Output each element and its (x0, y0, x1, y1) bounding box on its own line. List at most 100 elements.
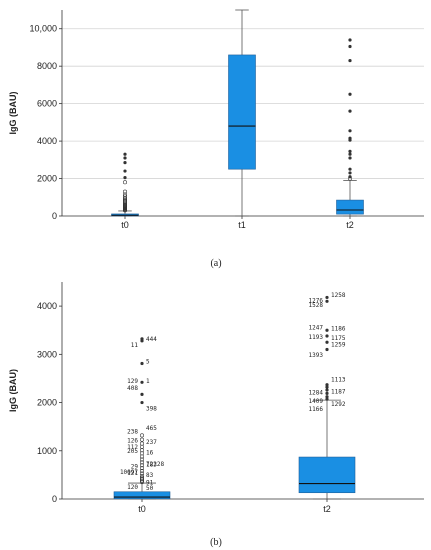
outlier-b-t2-3 (325, 388, 329, 392)
panel-a-chart: 0 2000 4000 6000 8000 10,000 IgG (BAU) t0 t1 t2 (8, 9, 424, 230)
outlier-label-b-t0-3: 129 (127, 378, 138, 385)
xtick-label-a-t0: t0 (121, 220, 129, 230)
outlier-label-b-t0-10: 237 (146, 439, 157, 446)
outlier-a-t2-1 (348, 175, 352, 179)
outlier-label-b-t0-1: 11 (131, 342, 139, 349)
outlier-b-t2-0 (325, 397, 329, 401)
outlier-label-b-t0-6: 398 (146, 405, 157, 412)
outlier-a-t2-8 (348, 136, 352, 140)
outlier-b-t0-9 (140, 460, 145, 465)
outlier-label-b-t2-35: 1409 (309, 398, 324, 405)
outlier-b-t0-15 (140, 441, 145, 446)
outlier-a-t0-20 (123, 176, 127, 180)
outlier-a-t2-5 (348, 152, 352, 156)
outlier-b-t0-12 (140, 451, 145, 456)
y-axis-label-a: IgG (BAU) (8, 92, 18, 135)
caption-b: (b) (210, 537, 222, 548)
xtick-label-a-t1: t1 (238, 220, 246, 230)
outlier-label-b-t0-18: 83 (146, 472, 154, 479)
outlier-a-t0-15 (123, 196, 128, 201)
outlier-label-b-t0-13: 205 (127, 448, 138, 455)
outlier-b-t2-8 (325, 334, 329, 338)
outlier-a-t2-6 (348, 149, 352, 153)
xtick-label-b-t2: t2 (323, 504, 331, 514)
outlier-a-t0-21 (123, 169, 127, 173)
xtick-label-a-t2: t2 (346, 220, 354, 230)
outlier-b-t0-0 (140, 480, 145, 485)
outlier-label-b-t0-4: 1 (146, 378, 150, 385)
outlier-label-b-t2-32: 1113 (331, 376, 346, 383)
ytick-label-b-1: 1000 (37, 446, 57, 456)
outlier-a-t0-24 (123, 152, 127, 156)
outlier-b-t0-23 (140, 337, 144, 341)
outlier-label-b-t0-8: 465 (146, 425, 157, 432)
outlier-b-t0-5 (140, 471, 145, 476)
ytick-label-b-0: 0 (52, 494, 57, 504)
outlier-b-t0-21 (140, 361, 144, 366)
outlier-label-b-t2-36: 1292 (331, 401, 346, 408)
outlier-a-t0-23 (123, 156, 127, 160)
box-b-t0 (113, 491, 171, 500)
outlier-label-b-t2-27: 1247 (309, 324, 324, 331)
outlier-b-t0-10 (140, 457, 145, 462)
outlier-b-t2-7 (325, 340, 329, 344)
outlier-label-b-t0-22: 50 (146, 485, 154, 492)
outlier-b-t0-19 (140, 392, 144, 396)
outlier-a-t2-10 (348, 109, 352, 113)
ytick-label-b-3: 3000 (37, 349, 57, 359)
outlier-label-b-t2-28: 1175 (331, 335, 346, 342)
outlier-b-t0-14 (140, 444, 145, 449)
outlier-label-b-t0-12: 16 (146, 450, 154, 457)
outlier-label-b-t0-9: 126 (127, 438, 138, 445)
outlier-label-b-t0-11: 112 (127, 444, 138, 451)
ytick-label-a-1: 2000 (37, 174, 57, 184)
outlier-a-t0-13 (123, 198, 128, 203)
caption-a: (a) (210, 258, 221, 269)
outlier-label-b-t2-29: 1193 (309, 334, 324, 341)
outlier-b-t0-7 (140, 466, 145, 471)
outlier-label-b-t0-14: 183 (146, 461, 157, 468)
outlier-label-b-t0-16: 72228 (146, 461, 164, 468)
outlier-label-b-t0-2: 5 (146, 359, 150, 366)
ytick-label-b-2: 2000 (37, 398, 57, 408)
outlier-a-t2-11 (348, 92, 352, 96)
outlier-b-t2-1 (325, 395, 329, 399)
outlier-b-t0-4 (140, 473, 145, 478)
outlier-a-t0-18 (123, 189, 128, 194)
outlier-label-b-t0-7: 238 (127, 428, 138, 435)
outlier-label-b-t2-33: 1284 (309, 389, 324, 396)
outlier-label-b-t0-20: 91 (146, 480, 154, 487)
outlier-a-t0-17 (123, 192, 128, 197)
outlier-a-t2-12 (348, 58, 352, 63)
outlier-label-b-t2-23: 1276 (309, 297, 324, 304)
box-b-t2 (298, 456, 356, 494)
outlier-a-t0-19 (123, 180, 128, 185)
outlier-b-t2-10 (325, 299, 329, 303)
outlier-label-b-t0-21: 120 (127, 484, 138, 491)
ytick-label-a-4: 8000 (37, 61, 57, 71)
outlier-label-b-t0-5: 408 (127, 385, 138, 392)
outlier-a-t0-22 (123, 161, 127, 165)
outlier-b-t2-5 (325, 383, 329, 387)
outlier-b-t0-1 (140, 478, 145, 483)
ytick-label-a-2: 4000 (37, 136, 57, 146)
outlier-label-b-t2-31: 1393 (309, 352, 324, 359)
box-a-t1 (228, 54, 256, 170)
outlier-b-t2-11 (325, 295, 329, 300)
outlier-b-t2-4 (325, 385, 329, 389)
outlier-label-b-t2-25: 1528 (309, 302, 324, 309)
y-axis-label-b: IgG (BAU) (8, 369, 18, 412)
outlier-a-t2-2 (348, 171, 352, 175)
outlier-b-t0-6 (140, 469, 145, 474)
outlier-b-t0-3 (140, 475, 145, 480)
outlier-label-b-t2-30: 1259 (331, 342, 346, 349)
ytick-label-b-4: 4000 (37, 301, 57, 311)
ytick-label-a-3: 6000 (37, 99, 57, 109)
outlier-label-b-t0-17: 121 (127, 470, 138, 477)
outlier-b-t0-20 (140, 380, 144, 384)
outlier-label-b-t0-0: 444 (146, 336, 157, 343)
outlier-b-t0-8 (140, 463, 145, 468)
outlier-label-b-t2-26: 1186 (331, 325, 346, 332)
outlier-a-t2-14 (348, 38, 352, 42)
